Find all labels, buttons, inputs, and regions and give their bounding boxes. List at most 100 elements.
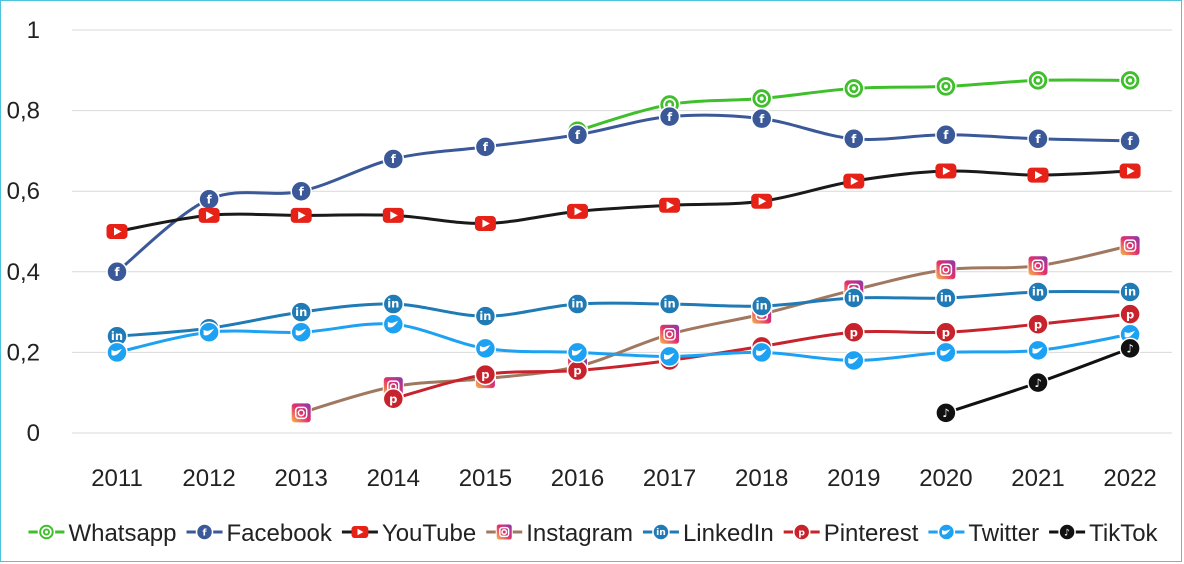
x-tick-label: 2017 xyxy=(643,465,696,492)
data-point-facebook-2016: f xyxy=(566,124,589,146)
data-point-facebook-2019: f xyxy=(843,128,865,150)
data-point-pinterest-2020: p xyxy=(935,321,957,343)
linkedin-icon: in xyxy=(652,523,670,541)
legend-item-twitter: Twitter xyxy=(928,520,1039,547)
data-point-linkedin-2014: in xyxy=(382,293,405,315)
y-tick-label: 0 xyxy=(27,420,40,447)
gridlines xyxy=(72,29,1172,434)
series-line-youtube xyxy=(115,169,1132,233)
data-point-twitter-2012 xyxy=(198,321,220,343)
svg-text:in: in xyxy=(1032,285,1044,299)
facebook-icon: f xyxy=(195,523,214,541)
y-tick-label: 0,2 xyxy=(7,339,40,366)
svg-text:p: p xyxy=(481,368,489,382)
svg-text:in: in xyxy=(111,329,123,343)
data-point-instagram-2017 xyxy=(659,323,681,345)
svg-text:p: p xyxy=(1126,307,1134,321)
data-point-youtube-2020 xyxy=(935,163,957,179)
series-line-facebook xyxy=(115,113,1132,274)
svg-text:in: in xyxy=(1124,285,1136,299)
svg-text:in: in xyxy=(656,527,666,538)
legend-item-whatsapp: Whatsapp xyxy=(28,520,177,547)
legend-item-tiktok: ♪ TikTok xyxy=(1049,520,1159,547)
svg-text:in: in xyxy=(295,305,307,319)
pinterest-icon: p xyxy=(792,523,811,541)
x-tick-label: 2014 xyxy=(367,465,420,492)
y-axis-ticks: 0 0,2 0,4 0,6 0,8 1 xyxy=(7,17,40,447)
legend-label: TikTok xyxy=(1089,520,1158,547)
x-tick-label: 2011 xyxy=(91,465,143,492)
data-point-pinterest-2021: p xyxy=(1027,313,1049,335)
svg-text:f: f xyxy=(114,265,120,279)
legend-label: Instagram xyxy=(526,520,633,547)
y-tick-label: 1 xyxy=(27,17,40,44)
svg-text:p: p xyxy=(798,527,805,538)
data-point-linkedin-2019: in xyxy=(843,287,865,309)
data-point-youtube-2014 xyxy=(382,207,404,223)
svg-text:p: p xyxy=(573,364,581,378)
tiktok-icon: ♪ xyxy=(1058,523,1076,541)
svg-text:in: in xyxy=(756,299,768,313)
data-point-twitter-2014 xyxy=(382,313,405,335)
x-tick-label: 2020 xyxy=(919,465,972,492)
legend-item-linkedin: in LinkedIn xyxy=(642,520,774,547)
instagram-icon xyxy=(495,523,513,541)
data-point-linkedin-2011: in xyxy=(106,325,128,348)
x-tick-label: 2018 xyxy=(735,465,788,492)
svg-text:in: in xyxy=(848,291,860,305)
svg-text:in: in xyxy=(664,297,676,311)
data-point-twitter-2021 xyxy=(1027,339,1049,362)
whatsapp-icon xyxy=(37,523,56,541)
y-tick-label: 0,8 xyxy=(7,98,40,125)
data-point-linkedin-2015: in xyxy=(474,305,497,327)
x-tick-label: 2019 xyxy=(827,465,880,492)
data-point-youtube-2019 xyxy=(843,173,865,189)
legend-label: LinkedIn xyxy=(683,520,774,547)
data-point-tiktok-2021: ♪ xyxy=(1027,371,1049,394)
data-point-twitter-2017 xyxy=(658,345,681,368)
data-point-twitter-2020 xyxy=(935,341,957,364)
data-point-twitter-2015 xyxy=(474,337,497,360)
data-point-facebook-2017: f xyxy=(658,105,681,128)
data-point-linkedin-2017: in xyxy=(658,293,681,315)
data-point-youtube-2013 xyxy=(290,207,312,223)
data-point-linkedin-2016: in xyxy=(566,293,589,315)
data-point-twitter-2013 xyxy=(290,321,312,343)
data-point-linkedin-2021: in xyxy=(1027,281,1049,303)
data-point-facebook-2020: f xyxy=(935,124,957,146)
y-tick-label: 0,6 xyxy=(7,178,40,205)
x-tick-label: 2015 xyxy=(459,465,512,492)
x-tick-label: 2013 xyxy=(275,465,328,492)
series-markers: ffffffffffffininininininininininininpppp… xyxy=(106,69,1141,424)
data-point-youtube-2021 xyxy=(1027,167,1049,183)
legend-label: Whatsapp xyxy=(68,520,176,547)
svg-text:f: f xyxy=(1035,132,1041,146)
legend-label: Twitter xyxy=(968,520,1039,547)
data-point-pinterest-2016: p xyxy=(566,359,589,382)
data-point-youtube-2017 xyxy=(659,197,681,213)
data-point-pinterest-2014: p xyxy=(382,387,405,410)
data-point-pinterest-2019: p xyxy=(843,321,865,343)
data-point-linkedin-2020: in xyxy=(935,287,957,309)
data-point-facebook-2022: f xyxy=(1119,130,1141,152)
data-point-youtube-2018 xyxy=(751,193,773,209)
data-point-linkedin-2013: in xyxy=(290,301,312,323)
data-point-pinterest-2022: p xyxy=(1119,303,1141,325)
data-point-facebook-2011: f xyxy=(106,261,128,283)
x-tick-label: 2021 xyxy=(1011,465,1064,492)
data-point-facebook-2021: f xyxy=(1027,128,1049,150)
data-point-instagram-2020 xyxy=(935,259,957,281)
data-point-instagram-2022 xyxy=(1119,235,1141,257)
legend: Whatsapp f Facebook YouTube Instagram in Linke… xyxy=(28,520,1159,547)
data-point-whatsapp-2019 xyxy=(843,77,865,100)
legend-label: YouTube xyxy=(382,520,476,547)
svg-text:f: f xyxy=(391,152,397,166)
data-point-whatsapp-2018 xyxy=(750,87,773,110)
svg-text:p: p xyxy=(389,392,397,406)
data-point-whatsapp-2020 xyxy=(935,75,957,98)
data-point-facebook-2018: f xyxy=(750,107,773,130)
svg-text:f: f xyxy=(667,110,673,124)
series-line-instagram xyxy=(299,244,1132,415)
